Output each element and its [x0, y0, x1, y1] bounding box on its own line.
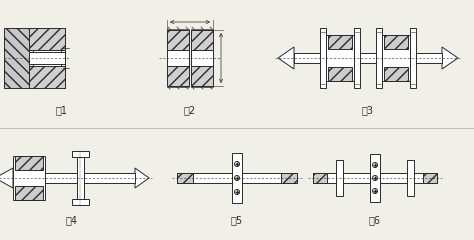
Bar	[232, 153, 242, 203]
Bar	[72, 199, 89, 205]
Text: 图5: 图5	[231, 215, 243, 225]
Bar	[29, 52, 65, 64]
Bar	[336, 160, 343, 196]
Polygon shape	[135, 168, 149, 188]
Bar	[382, 35, 410, 81]
Bar	[354, 28, 360, 88]
Text: 图1: 图1	[56, 105, 68, 115]
Bar	[328, 35, 352, 49]
Bar	[281, 173, 297, 183]
Text: 图4: 图4	[66, 215, 78, 225]
Polygon shape	[0, 168, 13, 188]
Bar	[376, 28, 382, 88]
Bar	[384, 35, 408, 49]
Bar	[167, 50, 189, 66]
Polygon shape	[278, 47, 294, 69]
Bar	[294, 53, 442, 63]
Text: 图6: 图6	[369, 215, 381, 225]
Text: 图2: 图2	[184, 105, 196, 115]
Bar	[13, 173, 135, 183]
Bar	[33, 50, 61, 66]
Bar	[15, 156, 43, 170]
Bar	[370, 154, 380, 202]
Bar	[410, 28, 416, 88]
Bar	[191, 66, 213, 86]
Bar	[313, 173, 327, 183]
Bar	[313, 173, 437, 183]
Bar	[4, 28, 29, 88]
Bar	[29, 28, 34, 40]
Bar	[77, 151, 84, 205]
Bar	[29, 76, 34, 88]
Bar	[167, 66, 189, 86]
Bar	[177, 173, 193, 183]
Bar	[177, 173, 297, 183]
Bar	[167, 30, 189, 50]
Bar	[326, 35, 354, 81]
Polygon shape	[442, 47, 458, 69]
Bar	[328, 67, 352, 81]
Bar	[191, 30, 213, 50]
Bar	[29, 50, 65, 66]
Bar	[29, 66, 65, 88]
Bar	[191, 50, 213, 66]
Bar	[29, 28, 65, 50]
Bar	[320, 28, 326, 88]
Bar	[15, 186, 43, 200]
Text: 图3: 图3	[362, 105, 374, 115]
Bar	[407, 160, 414, 196]
Bar	[13, 156, 45, 200]
Bar	[72, 151, 89, 157]
Bar	[423, 173, 437, 183]
Bar	[384, 67, 408, 81]
